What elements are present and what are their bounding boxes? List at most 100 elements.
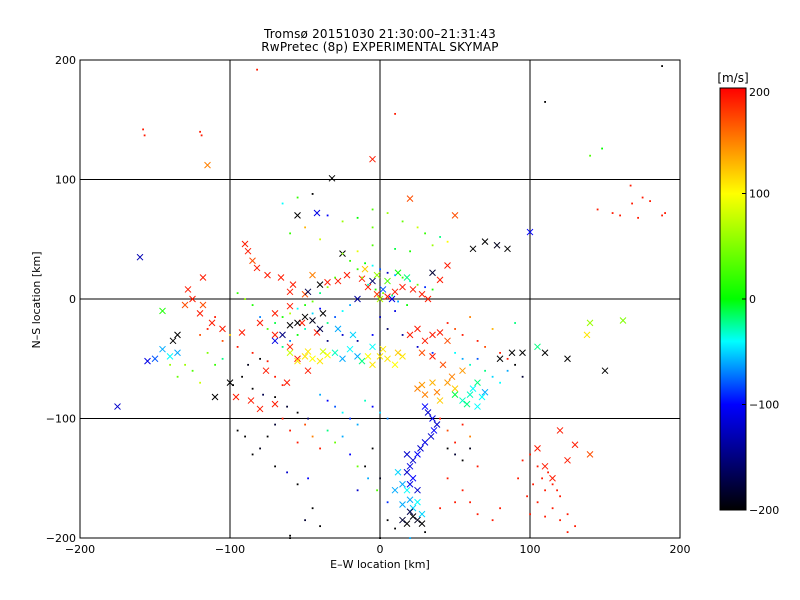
data-point-dot [326,286,329,289]
data-point-dot [611,212,614,214]
data-point-cross [286,288,294,296]
data-point-cross [346,345,354,353]
data-point-cross [379,286,387,293]
data-point-cross [174,349,181,357]
data-point-cross [294,357,301,365]
data-point-dot [221,340,224,342]
data-point-cross [564,355,571,363]
data-point-dot [356,216,359,219]
data-point-cross [424,409,432,416]
data-point-dot [251,304,254,306]
data-point-dot [169,363,171,366]
data-point-cross [319,348,327,355]
data-point-cross [286,349,294,357]
y-tick-label: −200 [46,532,76,545]
data-point-cross [304,288,312,296]
data-point-dot [349,259,351,262]
data-point-dot [664,212,666,214]
data-point-dot [394,310,396,312]
data-point-dot [199,381,201,384]
data-point-cross [286,302,294,310]
data-point-dot [274,322,276,324]
data-point-dot [529,513,531,516]
data-point-dot [341,252,344,255]
data-point-dot [199,130,201,133]
data-point-dot [469,501,471,504]
data-point-dot [386,328,389,330]
data-point-cross [304,348,312,355]
data-point-dot [371,334,374,336]
data-point-dot [484,369,486,372]
data-point-cross [549,474,556,482]
data-point-dot [376,489,378,492]
data-point-cross [211,393,219,401]
data-point-cross [384,293,391,300]
data-point-dot [469,435,471,438]
data-point-dot [491,519,494,522]
data-point-dot [379,316,381,318]
data-point-cross [384,277,391,285]
data-point-cross [373,290,381,298]
data-point-cross [564,456,571,464]
data-point-cross [388,295,396,303]
data-point-dot [484,346,486,348]
data-point-cross [174,331,181,339]
data-point-cross [391,486,399,494]
data-point-dot [281,316,284,318]
data-point-cross [430,427,438,434]
data-point-dot [629,184,632,187]
data-point-dot [311,312,314,315]
data-point-cross [421,403,429,410]
data-point-dot [371,447,374,450]
data-point-dot [296,483,299,486]
data-point-dot [367,477,369,480]
data-point-dot [356,489,359,492]
data-point-cross [331,349,339,357]
data-point-cross [409,513,417,520]
data-point-dot [386,417,389,420]
data-point-cross [159,307,166,315]
data-point-dot [469,316,471,318]
data-point-cross [169,337,177,345]
data-point-dot [304,226,306,229]
data-point-cross [399,283,406,291]
data-point-cross [556,427,564,434]
data-point-cross [283,379,291,387]
data-point-dot [454,441,456,444]
data-point-cross [304,367,312,375]
data-point-cross [406,462,414,470]
data-point-cross [459,367,466,375]
data-point-cross [586,450,594,458]
data-point-dot [341,435,344,438]
data-point-cross [403,468,411,476]
data-point-dot [394,274,396,277]
x-tick-label: 200 [670,543,691,556]
data-point-dot [386,271,389,274]
data-point-dot [499,351,501,354]
data-point-cross [541,349,549,357]
x-tick-label: −100 [215,543,245,556]
colorbar-tick-label: −100 [749,399,779,412]
data-point-dot [191,369,194,372]
data-point-cross [286,321,294,329]
data-point-dot [409,280,411,283]
data-point-cross [414,498,421,506]
data-point-dot [394,527,396,530]
data-point-dot [506,369,509,372]
data-point-dot [286,471,288,474]
data-point-cross [349,331,357,339]
data-point-dot [401,220,404,223]
data-point-cross [583,331,591,339]
x-axis-label: E–W location [km] [330,558,430,571]
data-point-dot [461,334,464,336]
data-point-dot [416,346,419,348]
data-point-dot [476,357,479,360]
colorbar-tick-label: −200 [749,504,779,517]
data-point-dot [356,250,359,253]
data-point-dot [311,435,314,438]
data-point-cross [474,379,481,387]
data-point-dot [424,286,426,289]
y-tick-label: 0 [69,293,76,306]
data-point-dot [382,292,384,295]
y-axis-label: N–S location [km] [30,251,43,348]
